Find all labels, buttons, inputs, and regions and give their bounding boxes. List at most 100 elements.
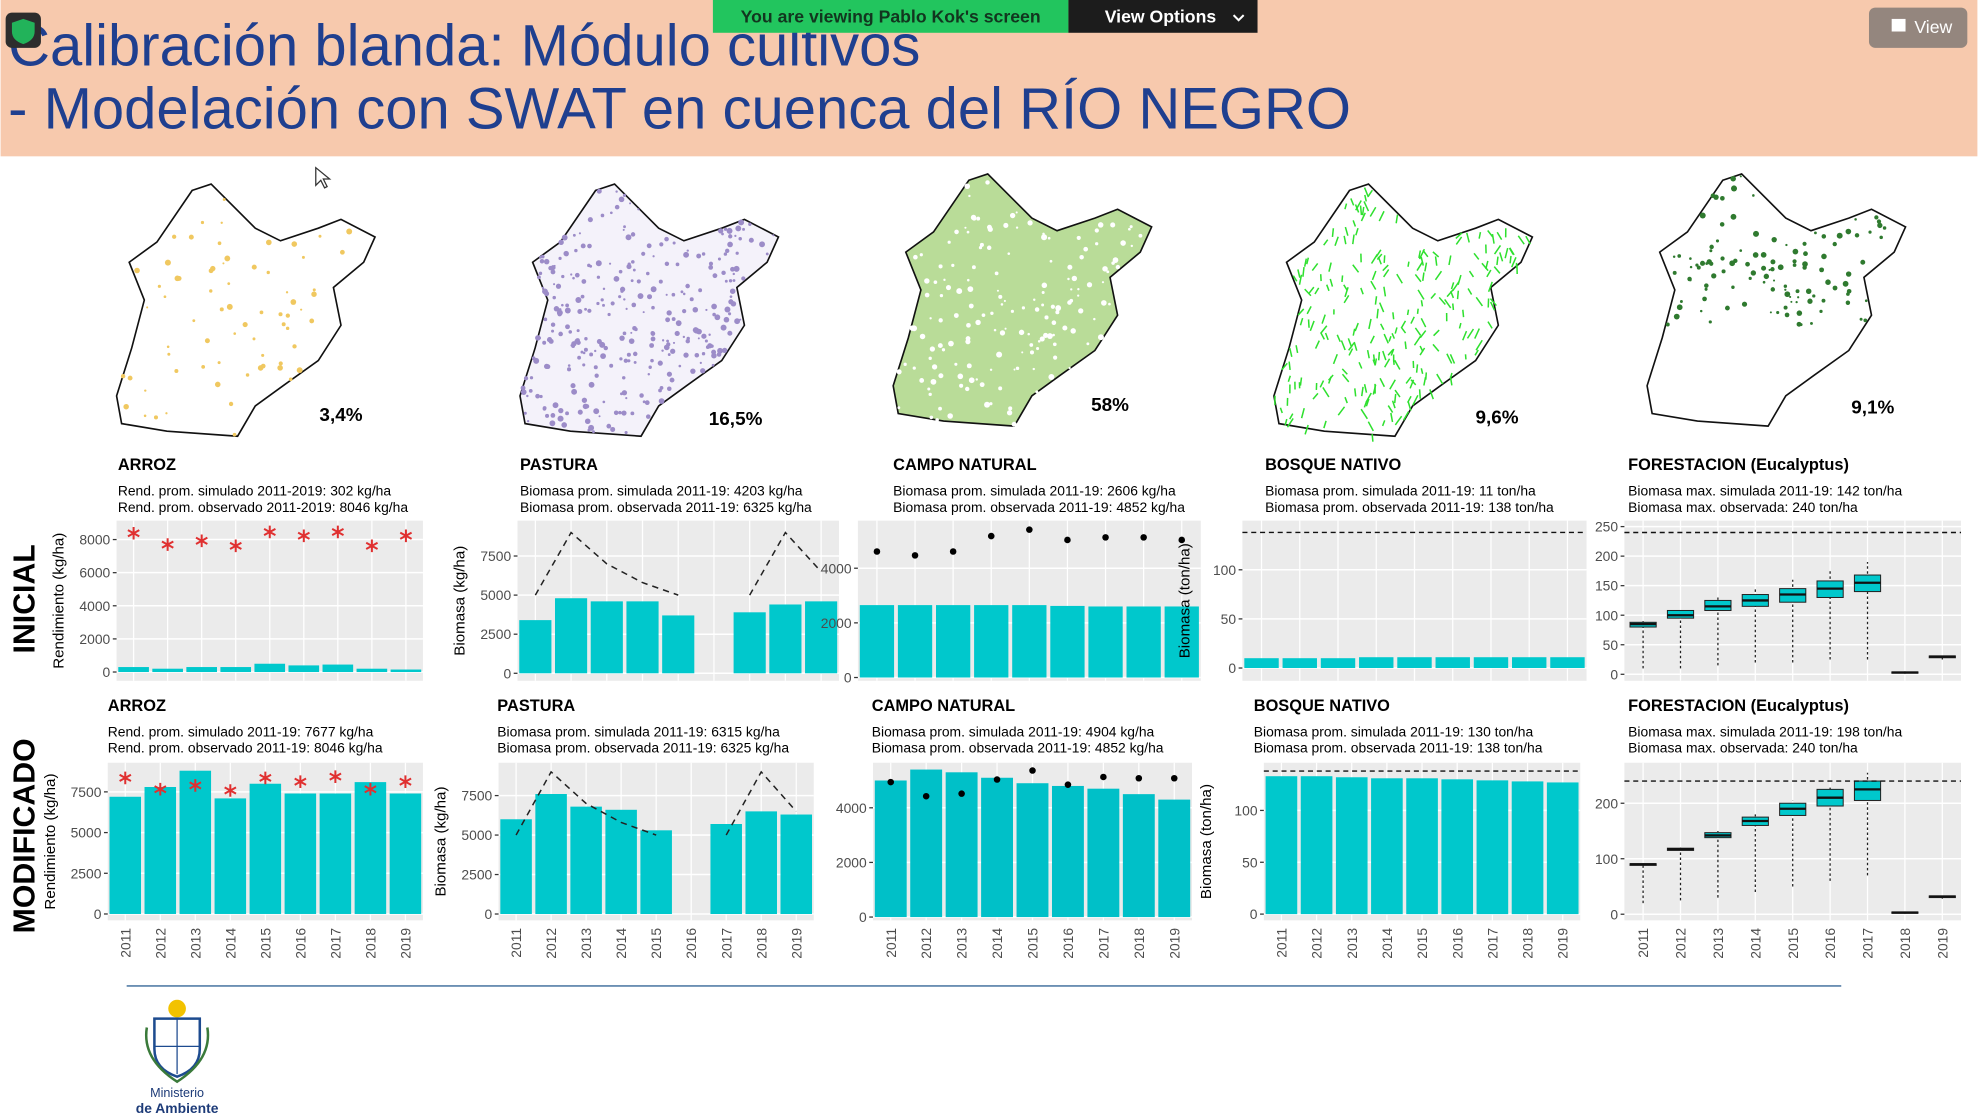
- river-speck: [1416, 261, 1424, 271]
- land-speck: [301, 255, 305, 259]
- land-speck: [1771, 236, 1777, 243]
- land-speck: [618, 196, 625, 203]
- bar: [288, 665, 320, 673]
- river-speck: [1424, 262, 1428, 272]
- land-speck: [649, 343, 655, 348]
- river-speck: [1371, 433, 1374, 442]
- land-speck: [658, 279, 663, 284]
- basin-map: [519, 183, 780, 438]
- observed-star: [294, 775, 307, 788]
- river-speck: [1348, 348, 1354, 356]
- y-tick-label: 7500: [71, 784, 102, 800]
- land-speck: [188, 234, 194, 240]
- river-speck: [1446, 289, 1454, 298]
- land-speck: [1731, 285, 1735, 289]
- land-speck: [285, 291, 289, 294]
- land-speck: [975, 378, 978, 381]
- land-speck: [1039, 336, 1045, 342]
- land-speck: [1108, 302, 1111, 306]
- river-speck: [1289, 413, 1294, 420]
- river-speck: [1410, 379, 1417, 386]
- land-speck: [1721, 269, 1726, 274]
- land-speck: [553, 283, 556, 286]
- land-speck: [594, 373, 599, 378]
- chevron: [1232, 14, 1245, 22]
- land-speck: [1752, 194, 1755, 197]
- view-options-button[interactable]: [1068, 0, 1258, 33]
- land-speck: [989, 368, 993, 371]
- x-tick-label: 2013: [187, 928, 203, 959]
- river-speck: [1487, 230, 1494, 238]
- x-tick-label: 2012: [543, 928, 559, 959]
- land-speck: [976, 216, 981, 221]
- chart-title: CAMPO NATURAL: [872, 697, 1015, 715]
- land-speck: [1029, 343, 1034, 347]
- land-speck: [650, 331, 655, 336]
- land-speck: [701, 352, 706, 356]
- land-speck: [1845, 271, 1852, 277]
- river-speck: [1475, 296, 1484, 307]
- river-speck: [1314, 287, 1320, 295]
- land-speck: [192, 319, 196, 323]
- x-tick-label: 2019: [1555, 928, 1571, 959]
- land-speck: [565, 303, 570, 308]
- land-speck: [1805, 288, 1812, 294]
- x-tick-label: 2012: [918, 928, 934, 959]
- x-tick-label: 2018: [1131, 928, 1147, 959]
- x-tick-label: 2018: [1897, 928, 1913, 959]
- land-speck: [587, 243, 592, 249]
- y-tick-label: 2000: [836, 854, 867, 870]
- chart-subtitle: Biomasa max. observada: 240 ton/ha: [1628, 740, 1858, 756]
- bar: [1087, 788, 1120, 918]
- land-speck: [1777, 264, 1784, 271]
- land-speck: [1027, 332, 1030, 336]
- land-speck: [1715, 239, 1720, 243]
- x-tick-label: 2011: [1635, 928, 1651, 958]
- x-tick-label: 2014: [613, 928, 629, 959]
- land-speck: [200, 220, 205, 225]
- river-speck: [1420, 317, 1427, 328]
- land-speck: [1729, 260, 1736, 267]
- land-speck: [748, 237, 754, 243]
- y-tick-label: 0: [1250, 906, 1258, 922]
- x-tick-label: 2011: [883, 928, 899, 958]
- land-speck: [610, 426, 616, 432]
- river-speck: [1359, 205, 1363, 216]
- land-speck: [956, 288, 963, 295]
- bar: [1244, 658, 1279, 669]
- land-speck: [1041, 291, 1045, 295]
- chart-subtitle: Biomasa prom. simulada 2011-19: 4203 kg/…: [520, 482, 803, 498]
- chart-subtitle: Biomasa prom. observada 2011-19: 4852 kg…: [872, 740, 1164, 756]
- land-speck: [1011, 421, 1017, 427]
- land-speck: [281, 322, 286, 327]
- land-speck: [1860, 259, 1866, 265]
- land-speck: [277, 365, 283, 371]
- land-speck: [639, 393, 644, 398]
- land-speck: [647, 294, 653, 300]
- bar: [935, 605, 971, 678]
- river-speck: [1485, 260, 1489, 270]
- land-speck: [120, 373, 126, 379]
- x-tick-label: 2018: [753, 928, 769, 959]
- river-speck: [1365, 392, 1372, 403]
- bar: [1359, 657, 1394, 669]
- land-speck: [581, 397, 588, 403]
- land-speck: [232, 432, 237, 437]
- land-speck: [1802, 241, 1807, 246]
- observed-star: [263, 525, 276, 539]
- land-speck: [1854, 233, 1860, 238]
- land-speck: [996, 289, 999, 292]
- land-speck: [550, 322, 556, 327]
- land-speck: [1745, 261, 1750, 267]
- view-options-label: View Options: [1105, 7, 1217, 27]
- land-speck: [1044, 315, 1049, 320]
- river-speck: [1508, 247, 1514, 255]
- river-speck: [1468, 270, 1475, 278]
- bar: [220, 667, 252, 673]
- bar: [1511, 781, 1544, 915]
- land-speck: [1062, 325, 1068, 331]
- bar: [1088, 606, 1123, 678]
- land-speck: [742, 227, 746, 231]
- view-button[interactable]: [1868, 7, 1968, 48]
- land-speck: [667, 353, 671, 356]
